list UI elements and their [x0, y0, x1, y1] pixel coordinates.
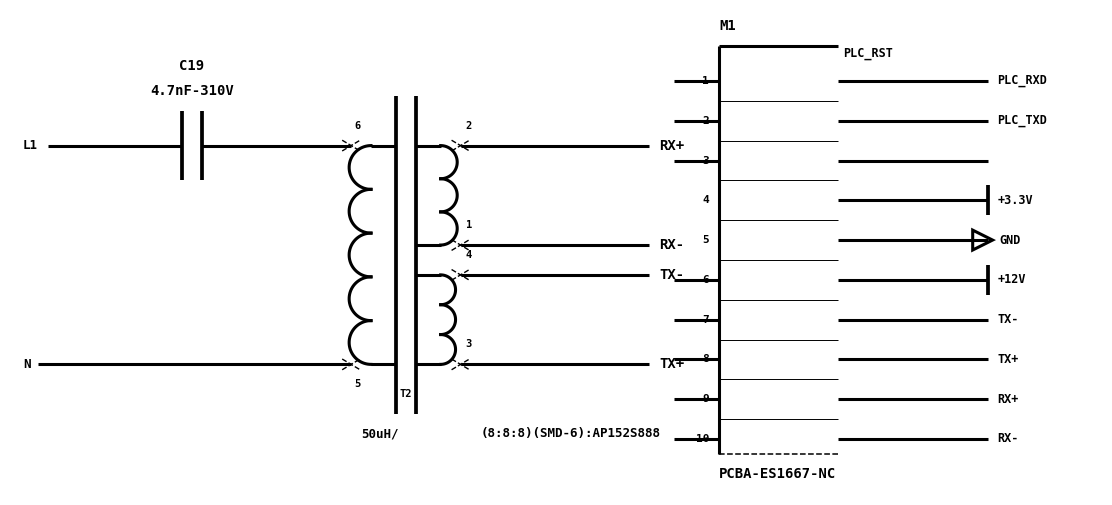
Text: 3: 3: [466, 339, 471, 349]
Text: 1: 1: [466, 220, 471, 230]
Text: 1: 1: [703, 76, 709, 86]
Text: 5: 5: [703, 235, 709, 245]
Text: 4.7nF-310V: 4.7nF-310V: [150, 84, 234, 98]
Text: 5: 5: [354, 379, 360, 389]
Text: 3: 3: [703, 156, 709, 166]
Text: 8: 8: [703, 355, 709, 365]
Text: TX+: TX+: [659, 358, 685, 371]
Text: 9: 9: [703, 394, 709, 404]
Text: C19: C19: [179, 59, 205, 73]
Text: +12V: +12V: [997, 273, 1026, 286]
Text: 50uH/: 50uH/: [361, 428, 398, 440]
Text: 4: 4: [703, 195, 709, 206]
Text: 2: 2: [703, 116, 709, 126]
Text: M1: M1: [719, 19, 736, 33]
Text: (8:8:8)(SMD-6):AP152S888: (8:8:8)(SMD-6):AP152S888: [480, 428, 661, 440]
Text: 2: 2: [466, 121, 471, 131]
Text: PLC_RST: PLC_RST: [843, 46, 893, 60]
Text: 10: 10: [696, 434, 709, 444]
Text: PCBA-ES1667-NC: PCBA-ES1667-NC: [719, 467, 836, 481]
Text: TX+: TX+: [997, 353, 1019, 366]
Text: RX-: RX-: [997, 432, 1019, 445]
Text: T2: T2: [399, 389, 413, 399]
Text: +3.3V: +3.3V: [997, 194, 1033, 207]
Text: 6: 6: [703, 275, 709, 285]
Text: 6: 6: [354, 121, 360, 131]
Text: RX+: RX+: [659, 138, 685, 153]
Text: GND: GND: [1000, 234, 1021, 246]
Text: L1: L1: [23, 139, 38, 152]
Text: RX-: RX-: [659, 238, 685, 252]
Text: 4: 4: [466, 250, 471, 260]
Text: PLC_RXD: PLC_RXD: [997, 74, 1048, 87]
Text: 7: 7: [703, 315, 709, 325]
Text: RX+: RX+: [997, 393, 1019, 406]
Text: N: N: [23, 358, 30, 371]
Text: PLC_TXD: PLC_TXD: [997, 114, 1048, 127]
Text: TX-: TX-: [659, 268, 685, 282]
Text: TX-: TX-: [997, 313, 1019, 326]
